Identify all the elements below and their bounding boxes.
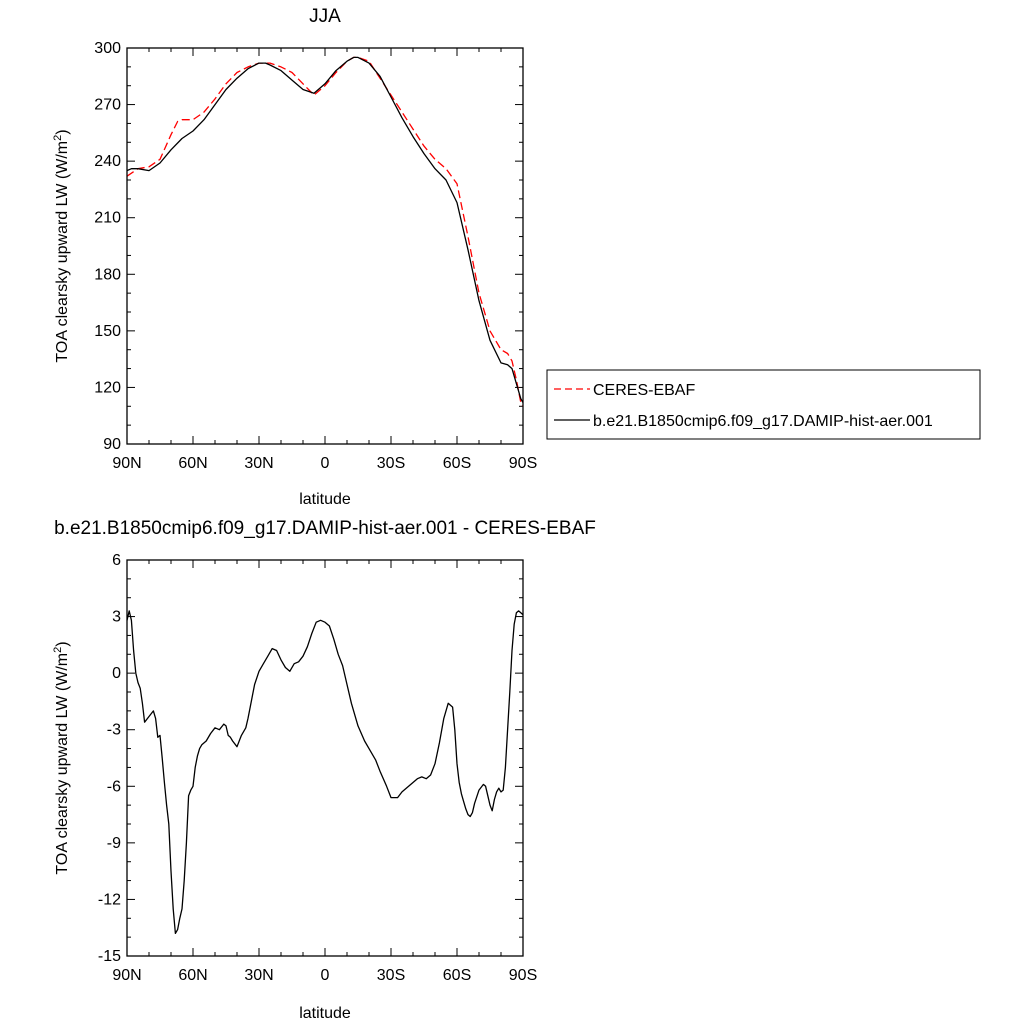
chart-bottom: b.e21.B1850cmip6.f09_g17.DAMIP-hist-aer.… bbox=[52, 518, 596, 1022]
x-tick-label: 60N bbox=[178, 967, 207, 984]
chart-top: JJA TOA clearsky upward LW (W/m2) latitu… bbox=[52, 6, 537, 508]
y-axis-title-text: TOA clearsky upward LW (W/m bbox=[54, 141, 71, 363]
legend-label-ceres: CERES-EBAF bbox=[593, 382, 695, 399]
y-tick-label: -3 bbox=[107, 722, 121, 739]
x-axis-title: latitude bbox=[299, 1005, 351, 1022]
y-tick-label: -6 bbox=[107, 778, 121, 795]
y-axis-title-text: TOA clearsky upward LW (W/m bbox=[54, 653, 71, 875]
y-tick-label: 150 bbox=[94, 323, 121, 340]
y-tick-label: -15 bbox=[98, 948, 121, 965]
x-tick-label: 90S bbox=[509, 455, 537, 472]
y-tick-label: 90 bbox=[103, 436, 121, 453]
x-tick-label: 0 bbox=[321, 967, 330, 984]
y-tick-label: 300 bbox=[94, 40, 121, 57]
y-tick-label: 270 bbox=[94, 97, 121, 114]
x-tick-label: 90N bbox=[112, 455, 141, 472]
series-layer bbox=[126, 56, 524, 407]
x-tick-label: 60N bbox=[178, 455, 207, 472]
legend-label-model: b.e21.B1850cmip6.f09_g17.DAMIP-hist-aer.… bbox=[593, 413, 933, 430]
legend: CERES-EBAF b.e21.B1850cmip6.f09_g17.DAMI… bbox=[546, 369, 981, 440]
y-axis-title: TOA clearsky upward LW (W/m2) bbox=[52, 129, 71, 362]
x-axis-title: latitude bbox=[299, 491, 351, 508]
plot-frame bbox=[126, 559, 524, 957]
y-tick-label: 180 bbox=[94, 266, 121, 283]
y-tick-label: 240 bbox=[94, 153, 121, 170]
y-axis-title: TOA clearsky upward LW (W/m2) bbox=[52, 641, 71, 874]
plot-frame bbox=[126, 47, 524, 445]
y-axis-title-superscript: 2 bbox=[52, 135, 64, 141]
x-tick-label: 60S bbox=[443, 455, 471, 472]
y-axis-title-tail: ) bbox=[54, 641, 71, 646]
x-tick-label: 30N bbox=[244, 967, 273, 984]
series-line-0 bbox=[126, 56, 524, 407]
axis-ticks: -15 -12 -9 -6 -3 0 3 6 90N 60N 30N 0 30S 60S 90S bbox=[98, 552, 537, 984]
chart-title: b.e21.B1850cmip6.f09_g17.DAMIP-hist-aer.… bbox=[54, 518, 596, 539]
y-axis-title-tail: ) bbox=[54, 129, 71, 134]
y-tick-label: 6 bbox=[112, 552, 121, 569]
x-tick-label: 0 bbox=[321, 455, 330, 472]
legend-box bbox=[546, 369, 981, 440]
x-tick-label: 30S bbox=[377, 967, 405, 984]
x-tick-label: 30S bbox=[377, 455, 405, 472]
y-tick-label: 3 bbox=[112, 609, 121, 626]
series-line-0 bbox=[126, 610, 524, 935]
axis-ticks: 90 120 150 180 210 240 270 300 90N 60N 30N 0 30S 60S 9… bbox=[94, 40, 537, 472]
y-tick-label: 0 bbox=[112, 665, 121, 682]
series-line-1 bbox=[126, 56, 524, 403]
x-tick-label: 30N bbox=[244, 455, 273, 472]
x-tick-label: 90S bbox=[509, 967, 537, 984]
y-tick-label: 210 bbox=[94, 210, 121, 227]
y-tick-label: -12 bbox=[98, 891, 121, 908]
x-tick-label: 90N bbox=[112, 967, 141, 984]
x-tick-label: 60S bbox=[443, 967, 471, 984]
y-tick-label: -9 bbox=[107, 835, 121, 852]
y-tick-label: 120 bbox=[94, 379, 121, 396]
series-layer bbox=[126, 610, 524, 935]
y-axis-title-superscript: 2 bbox=[52, 647, 64, 653]
chart-title: JJA bbox=[309, 6, 341, 27]
